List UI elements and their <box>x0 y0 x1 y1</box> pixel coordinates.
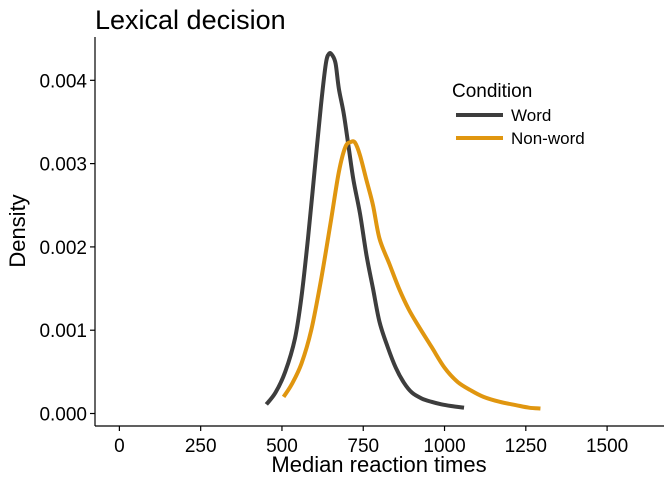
density-line-non-word <box>281 139 541 411</box>
legend-label-word: Word <box>511 106 551 125</box>
tick-group: 0 250 500 750 1000 1250 1500 0.000 0.001 0.002 0.0… <box>39 71 628 457</box>
x-tick-label: 750 <box>347 436 379 457</box>
legend: Condition Word Non-word <box>452 81 585 148</box>
y-tick-label: 0.001 <box>39 321 87 342</box>
y-tick-label: 0.002 <box>39 238 87 259</box>
y-tick-label: 0.000 <box>39 405 87 426</box>
legend-label-non-word: Non-word <box>511 129 585 148</box>
legend-title: Condition <box>452 81 532 102</box>
chart-title: Lexical decision <box>95 5 286 35</box>
x-tick-label: 250 <box>185 436 217 457</box>
x-tick-label: 1250 <box>505 436 547 457</box>
y-axis-title: Density <box>5 194 30 267</box>
density-line-word <box>264 51 465 410</box>
x-axis-title: Median reaction times <box>271 452 486 477</box>
y-tick-label: 0.003 <box>39 155 87 176</box>
series-group <box>264 51 541 411</box>
x-tick-label: 500 <box>266 436 298 457</box>
x-tick-label: 1000 <box>423 436 465 457</box>
legend-items: Word Non-word <box>456 106 585 148</box>
y-tick-label: 0.004 <box>39 71 87 92</box>
x-tick-label: 0 <box>114 436 125 457</box>
x-tick-label: 1500 <box>586 436 628 457</box>
